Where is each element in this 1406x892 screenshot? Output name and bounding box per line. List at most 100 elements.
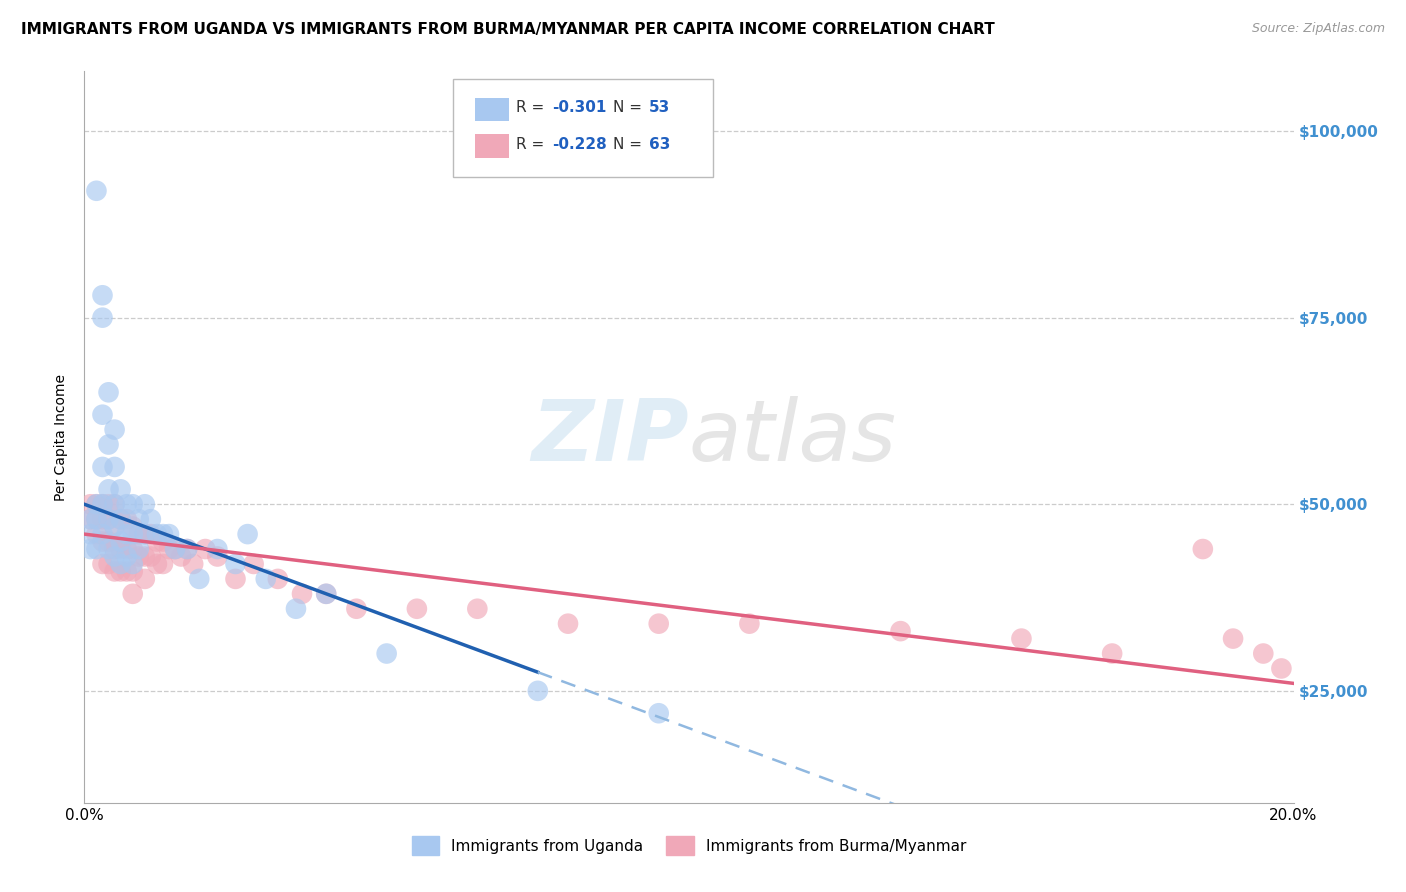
Point bbox=[134, 527, 156, 541]
Point bbox=[104, 519, 127, 533]
Point bbox=[121, 497, 143, 511]
Point bbox=[79, 527, 101, 541]
Point bbox=[121, 565, 143, 579]
Point bbox=[1253, 647, 1275, 661]
Point bbox=[146, 527, 169, 541]
Point bbox=[267, 572, 290, 586]
Point bbox=[104, 565, 127, 579]
Point bbox=[121, 542, 143, 557]
Point bbox=[346, 601, 368, 615]
Point bbox=[91, 512, 114, 526]
Point bbox=[1192, 542, 1215, 557]
Point bbox=[139, 549, 162, 564]
Point bbox=[110, 557, 132, 571]
Point bbox=[181, 557, 204, 571]
Point bbox=[146, 534, 169, 549]
FancyBboxPatch shape bbox=[453, 78, 713, 178]
Point bbox=[110, 542, 132, 557]
Point bbox=[97, 542, 120, 557]
Point bbox=[91, 459, 114, 474]
Point bbox=[242, 557, 264, 571]
Point bbox=[467, 601, 489, 615]
Point bbox=[115, 565, 138, 579]
Point bbox=[194, 542, 217, 557]
Point bbox=[225, 557, 247, 571]
Point bbox=[207, 549, 229, 564]
Point bbox=[121, 519, 143, 533]
Text: ZIP: ZIP bbox=[531, 395, 689, 479]
Point bbox=[104, 549, 127, 564]
Point bbox=[648, 706, 671, 721]
Point bbox=[104, 497, 127, 511]
Point bbox=[176, 542, 198, 557]
Bar bbox=[475, 98, 509, 121]
Point bbox=[110, 483, 132, 497]
Point bbox=[285, 601, 308, 615]
Point bbox=[79, 512, 101, 526]
Point bbox=[152, 557, 174, 571]
Text: IMMIGRANTS FROM UGANDA VS IMMIGRANTS FROM BURMA/MYANMAR PER CAPITA INCOME CORREL: IMMIGRANTS FROM UGANDA VS IMMIGRANTS FRO… bbox=[21, 22, 995, 37]
Point bbox=[1270, 661, 1292, 675]
Point bbox=[91, 497, 114, 511]
Point bbox=[157, 542, 180, 557]
Point bbox=[157, 527, 180, 541]
Point bbox=[91, 310, 114, 325]
Point bbox=[134, 527, 156, 541]
Point bbox=[115, 542, 138, 557]
Point bbox=[648, 616, 671, 631]
Point bbox=[890, 624, 912, 639]
Point bbox=[406, 601, 429, 615]
Y-axis label: Per Capita Income: Per Capita Income bbox=[55, 374, 69, 500]
Point bbox=[375, 647, 398, 661]
Point bbox=[152, 534, 174, 549]
Point bbox=[110, 512, 132, 526]
Point bbox=[1011, 632, 1033, 646]
Point bbox=[225, 572, 247, 586]
Point bbox=[170, 549, 193, 564]
Point bbox=[91, 288, 114, 302]
Point bbox=[176, 542, 198, 557]
Point bbox=[139, 527, 162, 541]
Point bbox=[165, 542, 187, 557]
Point bbox=[121, 527, 143, 541]
Text: R =: R = bbox=[516, 137, 550, 152]
Point bbox=[104, 542, 127, 557]
Point bbox=[97, 534, 120, 549]
Point bbox=[134, 497, 156, 511]
Point bbox=[97, 512, 120, 526]
Point bbox=[110, 565, 132, 579]
Point bbox=[128, 512, 150, 526]
Point bbox=[128, 549, 150, 564]
Point bbox=[236, 527, 259, 541]
Point bbox=[115, 527, 138, 541]
Point bbox=[1101, 647, 1123, 661]
Point bbox=[152, 527, 174, 541]
Point bbox=[121, 587, 143, 601]
Point bbox=[527, 683, 550, 698]
Legend: Immigrants from Uganda, Immigrants from Burma/Myanmar: Immigrants from Uganda, Immigrants from … bbox=[405, 830, 973, 861]
Point bbox=[86, 512, 108, 526]
Text: atlas: atlas bbox=[689, 395, 897, 479]
Point bbox=[115, 497, 138, 511]
Text: R =: R = bbox=[516, 101, 550, 115]
Point bbox=[86, 542, 108, 557]
Point bbox=[97, 497, 120, 511]
Point bbox=[165, 542, 187, 557]
Point bbox=[110, 512, 132, 526]
Point bbox=[1222, 632, 1244, 646]
Point bbox=[128, 542, 150, 557]
Point bbox=[91, 408, 114, 422]
Point bbox=[86, 512, 108, 526]
Point bbox=[97, 557, 120, 571]
Point bbox=[97, 385, 120, 400]
Point bbox=[79, 542, 101, 557]
Point bbox=[128, 527, 150, 541]
Point bbox=[97, 512, 120, 526]
Point bbox=[79, 497, 101, 511]
Point bbox=[91, 527, 114, 541]
Point bbox=[104, 459, 127, 474]
Point bbox=[254, 572, 277, 586]
Point bbox=[146, 557, 169, 571]
Point bbox=[91, 557, 114, 571]
Point bbox=[79, 512, 101, 526]
